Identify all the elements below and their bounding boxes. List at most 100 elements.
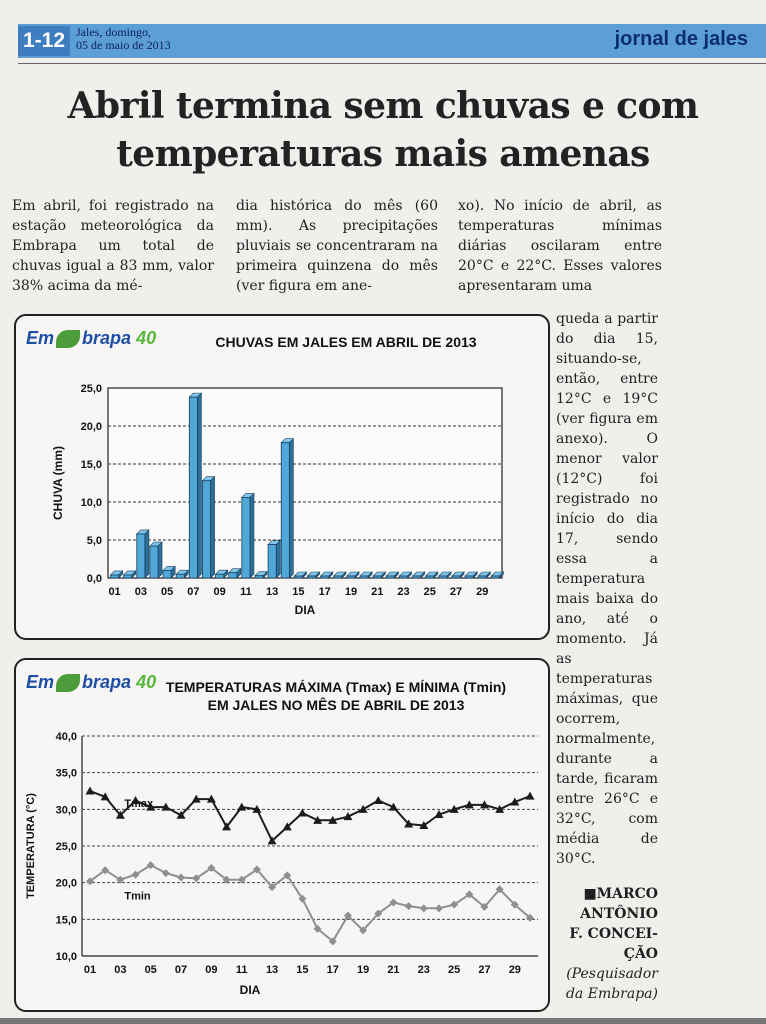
tmax-point xyxy=(191,794,201,803)
x-tick-label: 13 xyxy=(266,586,278,598)
x-tick-label: 15 xyxy=(292,586,304,598)
tmin-point xyxy=(495,885,504,894)
bar xyxy=(149,545,159,579)
rainfall-bar-chart: 0,0 5,0 10,0 15,0 20,0 25,0 01 03 05 07 09 11 13 15 17… xyxy=(51,383,505,617)
tmax-point xyxy=(419,820,429,829)
tmax-point xyxy=(267,836,277,845)
bar xyxy=(425,575,435,579)
bar xyxy=(228,572,238,579)
bar-side xyxy=(197,392,202,579)
tmin-point xyxy=(116,875,125,884)
tmax-point xyxy=(464,800,474,809)
tmin-point xyxy=(177,873,186,882)
bar-side xyxy=(249,492,255,579)
tmax-point xyxy=(131,796,141,805)
tmin-point xyxy=(86,877,94,886)
bar xyxy=(188,396,198,579)
edition-date: Jales, domingo, 05 de maio de 2013 xyxy=(76,26,171,52)
series-label-tmax: Tmax xyxy=(124,798,154,810)
bar xyxy=(293,575,303,579)
embrapa-logo-2: Em brapa 40 xyxy=(26,672,156,693)
tmin-point xyxy=(207,864,216,872)
y-axis-label: CHUVA (mm) xyxy=(51,446,65,520)
plot-area xyxy=(107,387,503,579)
bar-side xyxy=(275,539,281,579)
x-axis-label: DIA xyxy=(295,603,316,617)
article-column-2: dia histórica do mês (60 mm). As precipi… xyxy=(236,198,438,294)
bar xyxy=(385,575,395,579)
bar-side xyxy=(210,475,215,579)
y-tick-label: 25,0 xyxy=(56,841,77,853)
bar xyxy=(215,573,225,579)
tmax-point xyxy=(252,804,262,813)
bar xyxy=(333,575,343,579)
tmax-point xyxy=(343,812,353,821)
role-line1: (Pesquisador xyxy=(566,966,658,982)
bar xyxy=(412,575,422,579)
page-footer-rule xyxy=(0,1018,766,1024)
tmin-point xyxy=(374,909,383,918)
x-tick-label: 19 xyxy=(345,586,357,598)
x-tick-label: 05 xyxy=(161,586,173,598)
tmax-point xyxy=(313,815,323,824)
bar xyxy=(280,442,290,579)
x-tick-label: 19 xyxy=(357,964,369,976)
y-tick-label: 20,0 xyxy=(56,878,77,890)
tmin-point xyxy=(359,926,368,935)
embrapa-logo-em: Em xyxy=(26,328,55,348)
article-author: ■MARCO ANTÔNIO F. CONCEI- ÇÃO xyxy=(548,884,658,964)
embrapa-logo-brapa-2: brapa xyxy=(82,672,132,692)
x-tick-label: 09 xyxy=(214,586,226,598)
x-tick-label: 07 xyxy=(187,586,199,598)
x-tick-label: 25 xyxy=(424,586,436,598)
temperature-chart-title-line1: TEMPERATURAS MÁXIMA (Tmax) E MÍNIMA (Tmi… xyxy=(165,679,507,695)
tmax-point xyxy=(237,802,247,811)
bar xyxy=(451,575,461,579)
newspaper-name: jornal de jales xyxy=(614,28,748,50)
embrapa-logo-40-2: 40 xyxy=(136,672,157,692)
x-tick-label: 23 xyxy=(418,964,430,976)
x-tick-label: 15 xyxy=(296,964,308,976)
x-tick-label: 03 xyxy=(114,964,126,976)
tmin-point xyxy=(298,894,307,903)
x-tick-label: 13 xyxy=(266,964,278,976)
temperature-chart-title: TEMPERATURAS MÁXIMA (Tmax) E MÍNIMA (Tmi… xyxy=(146,678,526,714)
x-tick-label: 29 xyxy=(476,586,488,598)
rainfall-chart-title: CHUVAS EM JALES EM ABRIL DE 2013 xyxy=(215,334,477,350)
role-line2: da Embrapa) xyxy=(565,986,658,1002)
x-tick-label: 09 xyxy=(205,964,217,976)
tmin-point xyxy=(328,937,337,946)
tmin-point xyxy=(510,900,519,909)
bar xyxy=(241,497,251,579)
embrapa-leaf-icon xyxy=(56,330,81,349)
y-tick-label: 15,0 xyxy=(81,459,102,471)
page-number: 1-12 xyxy=(18,26,70,56)
tmax-point xyxy=(100,792,110,801)
tmax-point xyxy=(373,796,383,805)
page-header: 1-12 Jales, domingo, 05 de maio de 2013 … xyxy=(18,24,766,58)
x-tick-label: 27 xyxy=(478,964,490,976)
edition-date-line1: Jales, domingo, xyxy=(76,25,151,39)
tmax-point xyxy=(479,800,489,809)
x-tick-label: 21 xyxy=(371,586,383,598)
y-axis-label: TEMPERATURA (°C) xyxy=(25,793,37,899)
bar xyxy=(372,575,382,579)
y-tick-label: 40,0 xyxy=(56,731,77,743)
article-column-3: xo). No início de abril, as temperaturas… xyxy=(458,198,662,294)
tmax-point xyxy=(495,804,505,813)
bar xyxy=(490,575,500,579)
tmin-point xyxy=(161,869,170,878)
x-tick-label: 03 xyxy=(135,586,147,598)
author-line3: F. CONCEI- xyxy=(569,926,658,942)
x-tick-label: 21 xyxy=(387,964,399,976)
tmin-point xyxy=(268,883,277,892)
headline-line1: Abril termina sem chuvas e com xyxy=(67,85,699,127)
tmin-point xyxy=(450,900,459,909)
tmax-point xyxy=(176,810,186,819)
tmax-point xyxy=(297,808,307,817)
bar xyxy=(359,575,369,579)
embrapa-logo-40: 40 xyxy=(136,328,157,348)
article-headline: Abril termina sem chuvas e com temperatu… xyxy=(0,82,766,178)
y-tick-label: 35,0 xyxy=(56,768,77,780)
temperature-chart-title-line2: EM JALES NO MÊS DE ABRIL DE 2013 xyxy=(207,697,465,713)
